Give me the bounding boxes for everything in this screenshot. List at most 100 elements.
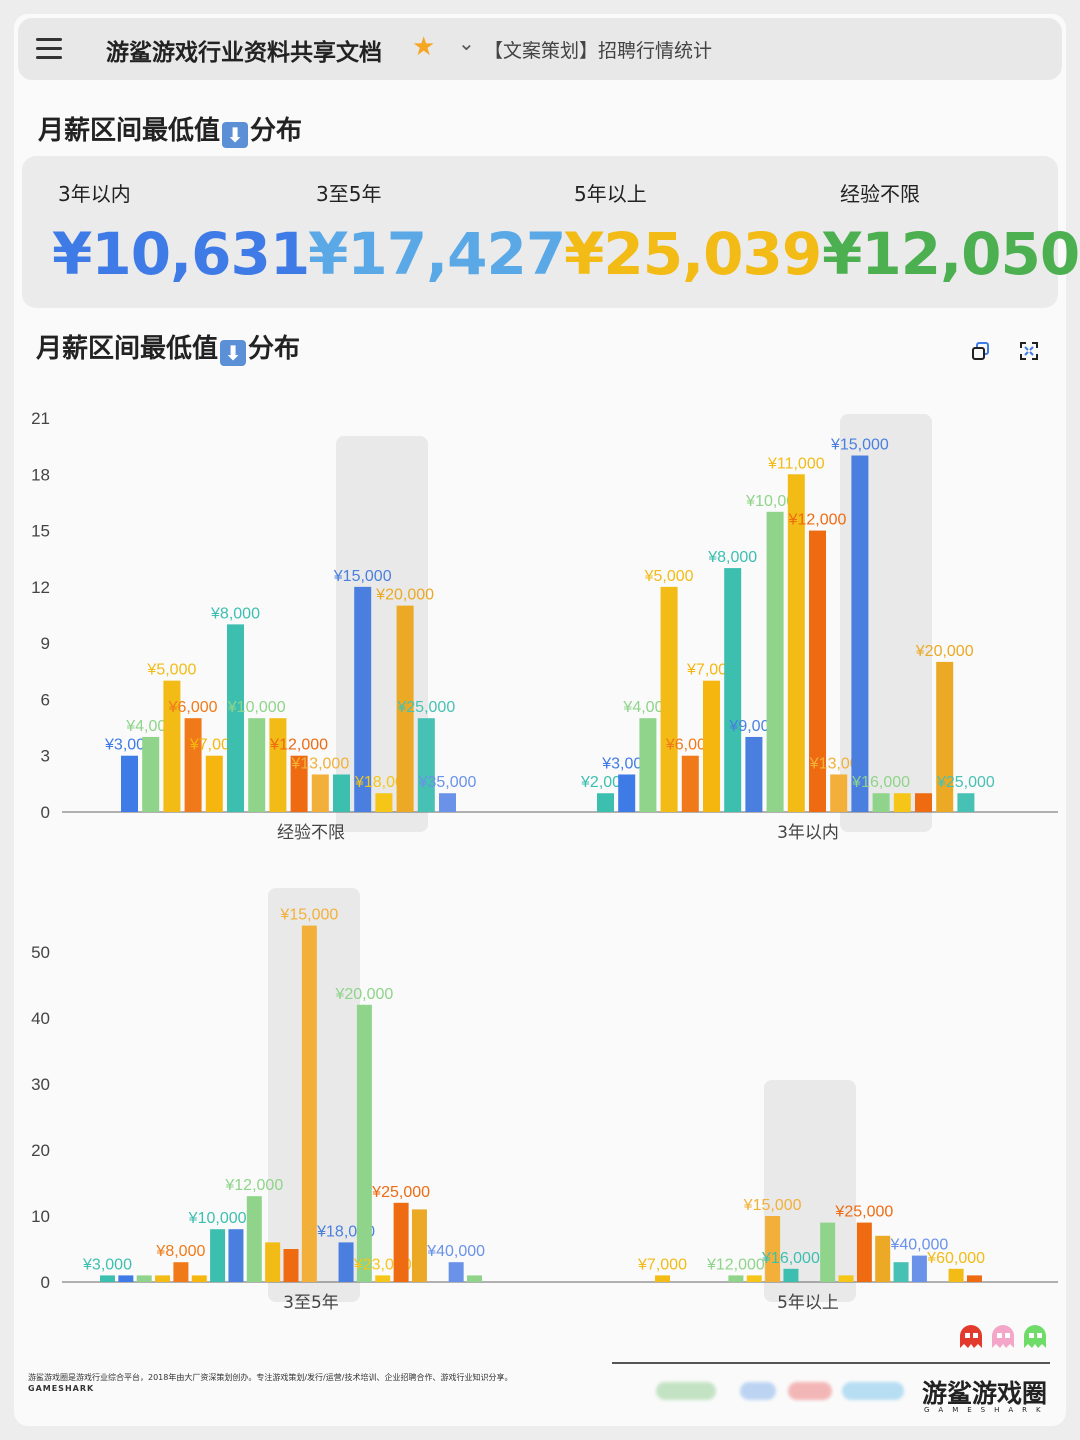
bar <box>142 736 160 812</box>
arrow-down-icon: ⬇ <box>220 340 247 366</box>
data-label: ¥15,000 <box>743 1197 802 1214</box>
data-label: ¥25,000 <box>936 774 995 791</box>
data-label: ¥15,000 <box>279 907 338 924</box>
document-title: 游鲨游戏行业资料共享文档 <box>106 40 382 66</box>
data-label: ¥4,000 <box>125 718 175 735</box>
section-title-suffix: 分布 <box>250 116 303 146</box>
bar <box>660 586 678 812</box>
bar <box>830 774 848 812</box>
bar <box>136 1275 152 1282</box>
footer-divider <box>612 1362 1050 1364</box>
data-label: ¥40,000 <box>426 1243 485 1260</box>
ghost-red-icon <box>960 1325 982 1348</box>
breadcrumb[interactable]: 【文案策划】招聘行情统计 <box>484 40 713 62</box>
data-label: ¥20,000 <box>915 643 974 660</box>
bar <box>417 718 435 812</box>
bar <box>957 793 975 812</box>
data-label: ¥25,000 <box>371 1184 430 1201</box>
data-label: ¥2,000 <box>580 774 630 791</box>
x-category-label: 3至5年 <box>283 1293 339 1313</box>
arrow-down-icon: ⬇ <box>222 122 249 148</box>
data-label: ¥12,000 <box>788 512 847 529</box>
highlight-band <box>336 436 428 832</box>
star-icon[interactable]: ★ <box>412 32 436 62</box>
section-title-chart: 月薪区间最低值 ⬇ 分布 <box>36 328 300 366</box>
bar <box>205 755 223 812</box>
expand-icon[interactable] <box>1018 340 1040 362</box>
y-tick-label: 21 <box>31 409 50 428</box>
data-label: ¥20,000 <box>375 587 434 604</box>
bar <box>375 1275 391 1282</box>
data-label: ¥11,000 <box>767 455 825 472</box>
bar <box>875 1235 891 1282</box>
data-label: ¥5,000 <box>644 568 694 585</box>
bar <box>184 718 202 812</box>
data-label: ¥12,000 <box>269 737 328 754</box>
y-tick-label: 10 <box>31 1207 50 1226</box>
bar <box>703 680 720 812</box>
data-label: ¥4,000 <box>622 699 672 716</box>
section-title-suffix: 分布 <box>248 334 301 364</box>
data-label: ¥8,000 <box>155 1243 205 1260</box>
y-tick-label: 3 <box>41 747 50 766</box>
section-title-text: 月薪区间最低值 <box>36 334 219 364</box>
bar <box>227 624 244 812</box>
data-label: ¥13,000 <box>290 755 349 772</box>
x-category-label: 经验不限 <box>277 823 345 843</box>
document-header-bar: 游鲨游戏行业资料共享文档 ★ ⌄ 【文案策划】招聘行情统计 <box>18 18 1062 80</box>
y-tick-label: 15 <box>31 522 50 541</box>
x-category-label: 3年以内 <box>777 823 839 843</box>
data-label: ¥3,000 <box>601 755 651 772</box>
data-label: ¥7,000 <box>686 662 736 679</box>
stat-label: 3年以内 <box>58 182 131 206</box>
data-label: ¥8,000 <box>707 549 757 566</box>
bar <box>681 755 699 812</box>
bar <box>411 1209 427 1282</box>
data-label: ¥20,000 <box>334 986 393 1003</box>
data-label: ¥6,000 <box>168 699 218 716</box>
data-label: ¥25,000 <box>396 699 455 716</box>
y-tick-label: 30 <box>31 1075 50 1094</box>
bar <box>375 793 393 812</box>
brand-logo-text: 游鲨游戏圈 <box>922 1379 1048 1408</box>
menu-icon[interactable] <box>36 38 62 60</box>
ghost-pink-icon <box>992 1325 1014 1348</box>
bar <box>448 1262 464 1282</box>
bar <box>354 586 372 812</box>
stat-value: ¥10,631 <box>52 220 310 288</box>
bar <box>393 1202 409 1282</box>
data-label: ¥12,000 <box>706 1256 765 1273</box>
section-title-text: 月薪区间最低值 <box>38 116 221 146</box>
data-label: ¥6,000 <box>665 737 715 754</box>
bar <box>173 1262 189 1282</box>
data-label: ¥15,000 <box>333 568 392 585</box>
bar <box>765 1216 781 1282</box>
bar <box>911 1255 927 1282</box>
bar <box>228 1229 244 1282</box>
bar <box>439 793 456 812</box>
bar <box>655 1275 670 1282</box>
stat-label: 5年以上 <box>574 182 647 206</box>
bar <box>290 755 308 812</box>
bar <box>948 1268 964 1282</box>
bar <box>893 793 911 812</box>
bar <box>248 718 266 812</box>
data-label: ¥40,000 <box>889 1237 948 1254</box>
summary-stats-card: 3年以内 ¥10,631 3至5年 ¥17,427 5年以上 ¥25,039 经… <box>22 156 1080 308</box>
bar <box>851 455 869 812</box>
y-tick-label: 6 <box>41 690 50 709</box>
bar <box>856 1222 872 1282</box>
bar <box>467 1275 482 1282</box>
data-label: ¥16,000 <box>851 774 910 791</box>
chevron-down-icon[interactable]: ⌄ <box>458 31 475 55</box>
bar <box>396 605 414 812</box>
bar <box>100 1275 115 1282</box>
bar <box>246 1196 262 1282</box>
data-label: ¥8,000 <box>210 605 260 622</box>
data-label: ¥15,000 <box>830 437 889 454</box>
bar <box>966 1275 982 1282</box>
footer-brand-small: GAMESHARK <box>28 1384 95 1393</box>
data-label: ¥9,000 <box>728 718 778 735</box>
y-tick-label: 0 <box>41 1273 50 1292</box>
copy-icon[interactable] <box>970 340 992 362</box>
